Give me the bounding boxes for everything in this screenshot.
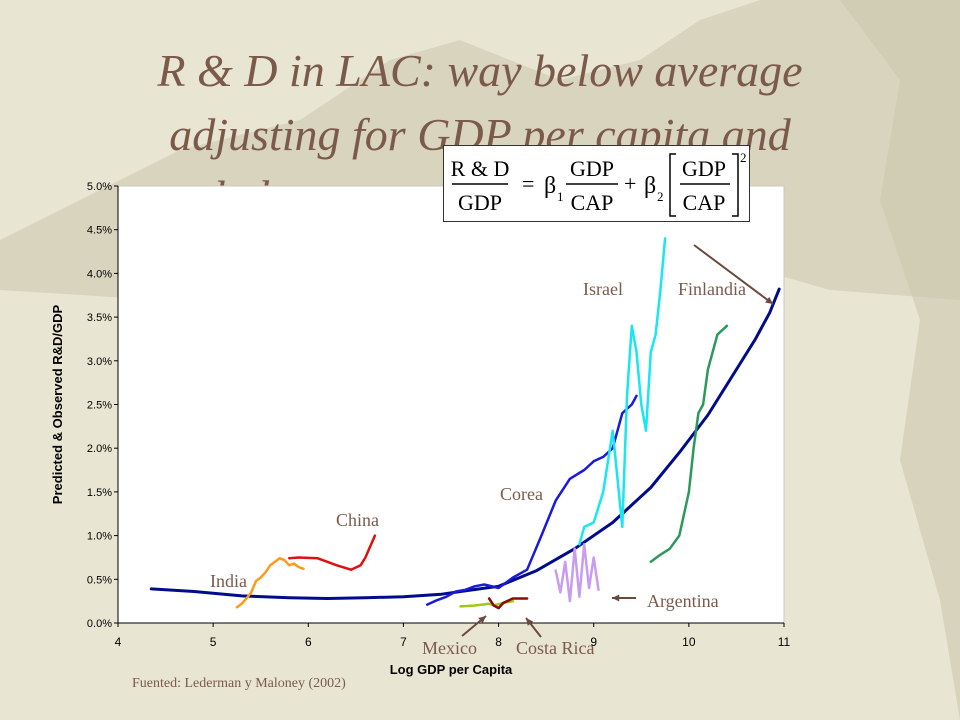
formula-plus: + (624, 171, 636, 196)
series-line-costa-rica (487, 597, 529, 610)
formula-frac2-denominator: CAP (683, 190, 726, 215)
y-tick-label: 0.5% (87, 574, 112, 586)
annotation-finlandia: Finlandia (678, 279, 746, 299)
x-tick-label: 6 (305, 635, 312, 649)
annotation-costa-rica: Costa Rica (516, 638, 595, 658)
formula-frac1-numerator: GDP (570, 156, 614, 181)
formula-beta1-subscript: 1 (557, 189, 564, 204)
arrow-argentina-head (612, 594, 620, 602)
y-tick-label: 3.5% (87, 312, 112, 324)
formula-equals: = (522, 171, 534, 196)
series-line-corea (425, 394, 638, 606)
x-tick-label: 4 (115, 635, 122, 649)
formula-lhs-numerator: R & D (451, 156, 510, 181)
annotation-china: China (336, 510, 379, 530)
series-line-argentina (554, 543, 600, 603)
annotation-mexico: Mexico (422, 638, 477, 658)
series-line-india (235, 557, 305, 609)
y-tick-label: 4.5% (87, 225, 112, 237)
formula-frac1-denominator: CAP (571, 190, 614, 215)
formula-bracket-left (669, 153, 676, 217)
series-line-predicted (149, 287, 781, 600)
x-tick-label: 8 (495, 635, 502, 649)
formula-svg: R & D GDP = β 1 GDP CAP + β 2 GDP CAP 2 (451, 150, 747, 217)
y-axis-label: Predicted & Observed R&D/GDP (50, 304, 65, 504)
formula-beta2: β (644, 173, 656, 199)
y-tick-label: 3.0% (87, 356, 112, 368)
y-tick-label: 2.5% (87, 400, 112, 412)
x-tick-label: 10 (682, 635, 696, 649)
x-tick-label: 7 (400, 635, 407, 649)
formula-beta1: β (544, 173, 556, 199)
title-line-1: R & D in LAC: way below average (157, 45, 803, 96)
series-line-israel (578, 237, 667, 546)
formula-bracket-right (732, 153, 739, 217)
y-tick-label: 0.0% (87, 618, 112, 630)
annotation-india: India (210, 571, 247, 591)
annotation-corea: Corea (500, 484, 543, 504)
formula-lhs-denominator: GDP (458, 190, 502, 215)
regression-formula: R & D GDP = β 1 GDP CAP + β 2 GDP CAP 2 (443, 145, 750, 222)
y-tick-label: 5.0% (87, 181, 112, 193)
y-tick-label: 1.0% (87, 531, 112, 543)
arrow-mexico-head (478, 616, 486, 624)
formula-exponent: 2 (740, 150, 747, 165)
y-tick-label: 4.0% (87, 268, 112, 280)
x-tick-label: 5 (210, 635, 217, 649)
y-tick-label: 2.0% (87, 443, 112, 455)
arrow-finlandia-head (765, 296, 773, 304)
arrow-finlandia (693, 244, 774, 305)
series-line-finlandia (649, 324, 729, 564)
x-tick-label: 11 (778, 635, 791, 649)
source-note: Fuented: Lederman y Maloney (2002) (132, 676, 346, 691)
arrow-costa-rica-head (526, 618, 534, 626)
plot-area (117, 185, 785, 624)
x-axis-label: Log GDP per Capita (390, 662, 513, 677)
x-tick-label: 9 (590, 635, 597, 649)
y-tick-label: 1.5% (87, 487, 112, 499)
series-line-china (288, 534, 377, 571)
formula-beta2-subscript: 2 (657, 189, 664, 204)
annotation-argentina: Argentina (647, 591, 719, 611)
annotation-israel: Israel (583, 279, 623, 299)
formula-frac2-numerator: GDP (682, 156, 726, 181)
